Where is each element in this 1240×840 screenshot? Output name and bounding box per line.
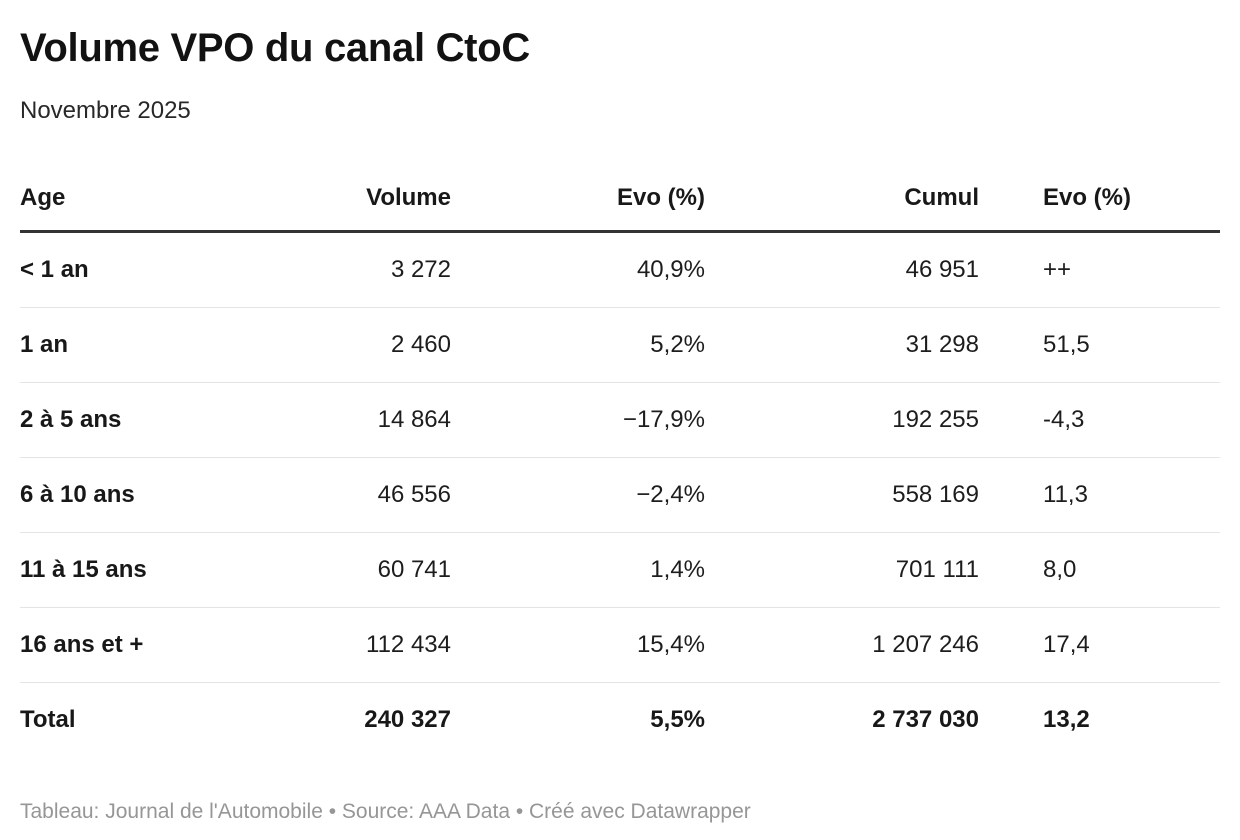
- page-title: Volume VPO du canal CtoC: [20, 26, 530, 70]
- cell-volume: 2 460: [270, 307, 451, 383]
- total-cell-cumul: 2 737 030: [705, 682, 979, 757]
- cell-age: 6 à 10 ans: [20, 457, 270, 533]
- cell-evo: 15,4%: [451, 607, 705, 683]
- data-table: Age Volume Evo (%) Cumul Evo (%) < 1 an 3…: [20, 165, 1220, 757]
- cell-volume: 14 864: [270, 382, 451, 458]
- cell-age: < 1 an: [20, 256, 89, 283]
- cell-volume: 3 272: [390, 256, 451, 283]
- cell-age: 2 à 5 ans: [20, 382, 270, 458]
- column-header-age: Age: [20, 165, 270, 233]
- cell-cumul: 46 951: [905, 256, 979, 283]
- table-header-row: Age Volume Evo (%) Cumul Evo (%): [20, 165, 1220, 233]
- table-row: 11 à 15 ans 60 741 1,4% 701 111 8,0: [20, 532, 1220, 608]
- table-row: 2 à 5 ans 14 864 −17,9% 192 255 -4,3: [20, 382, 1220, 458]
- cell-evo-cumul: ++: [1043, 256, 1072, 283]
- attribution-footer: Tableau: Journal de l'Automobile • Sourc…: [20, 800, 751, 823]
- table-row: 1 an 2 460 5,2% 31 298 51,5: [20, 307, 1220, 383]
- cell-evo-cumul: 17,4: [979, 607, 1220, 683]
- table-body: < 1 an 3 272 40,9% 46 951 ++ 1 an 2 460 5,2% 31 …: [20, 232, 1220, 683]
- cell-cumul: 192 255: [705, 382, 979, 458]
- table-header: Age Volume Evo (%) Cumul Evo (%): [20, 165, 1220, 233]
- cell-evo: −2,4%: [451, 457, 705, 533]
- cell-evo: 5,2%: [451, 307, 705, 383]
- table-row: < 1 an 3 272 40,9% 46 951 ++: [20, 232, 1220, 308]
- cell-evo: 40,9%: [636, 256, 705, 283]
- cell-evo: −17,9%: [451, 382, 705, 458]
- cell-evo-cumul: 51,5: [979, 307, 1220, 383]
- cell-volume: 60 741: [270, 532, 451, 608]
- page-subtitle: Novembre 2025: [20, 97, 191, 124]
- cell-evo-cumul: -4,3: [979, 382, 1220, 458]
- total-cell-evo: 5,5%: [451, 682, 705, 757]
- cell-cumul: 1 207 246: [705, 607, 979, 683]
- cell-evo-cumul: 11,3: [979, 457, 1220, 533]
- table-row: 16 ans et +112 434 15,4% 1 207 246 17,4: [20, 607, 1220, 683]
- cell-cumul: 31 298: [705, 307, 979, 383]
- total-row: Total 240 327 5,5% 2 737 030 13,2: [20, 682, 1220, 757]
- cell-evo-cumul: 8,0: [979, 532, 1220, 608]
- column-header-evo: Evo (%): [451, 165, 705, 233]
- cell-age: 11 à 15 ans: [20, 532, 270, 608]
- cell-age: 16 ans et +: [20, 607, 270, 683]
- table-footer: Total 240 327 5,5% 2 737 030 13,2: [20, 682, 1220, 757]
- table-row: 6 à 10 ans 46 556 −2,4% 558 169 11,3: [20, 457, 1220, 533]
- cell-cumul: 701 111: [705, 532, 979, 608]
- total-cell-volume: 240 327: [270, 682, 451, 757]
- cell-age: 1 an: [20, 307, 270, 383]
- column-header-evo-cumul: Evo (%): [979, 165, 1220, 233]
- cell-cumul: 558 169: [705, 457, 979, 533]
- cell-evo: 1,4%: [451, 532, 705, 608]
- cell-volume: 112 434: [270, 607, 451, 683]
- cell-volume: 46 556: [270, 457, 451, 533]
- total-cell-age: Total: [20, 682, 270, 757]
- column-header-volume: Volume: [270, 165, 451, 233]
- total-cell-evo-cumul: 13,2: [979, 682, 1220, 757]
- column-header-cumul: Cumul: [705, 165, 979, 233]
